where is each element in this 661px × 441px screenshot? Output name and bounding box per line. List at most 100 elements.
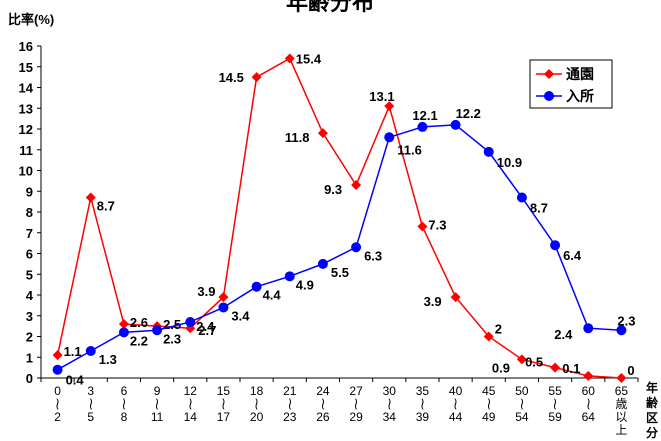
- x-tick-label-part: 以: [615, 410, 627, 424]
- data-point: [218, 302, 229, 313]
- x-tick-label-part: ⁓: [117, 398, 131, 410]
- data-point: [251, 72, 262, 83]
- x-tick-label: 45⁓49: [482, 384, 496, 424]
- x-tick-label: 35⁓39: [415, 384, 429, 424]
- data-point: [52, 364, 63, 375]
- y-tick-label: 0: [26, 371, 33, 386]
- data-point: [251, 281, 262, 292]
- data-label: 5.5: [331, 265, 349, 280]
- x-tick-label-part: ⁓: [51, 398, 65, 410]
- series-group: 1.18.72.6 2.5 2.43.914.515.411.89.313.17.3…: [52, 51, 635, 388]
- data-label: 0: [627, 363, 634, 378]
- data-label: 6.4: [563, 248, 582, 263]
- data-label: 8.7: [97, 198, 115, 213]
- x-tick-label-part: ⁓: [183, 398, 197, 410]
- legend-box: [529, 59, 613, 109]
- data-label: 8.7: [530, 200, 548, 215]
- data-point: [351, 180, 362, 191]
- data-point: [616, 373, 627, 383]
- data-point: [218, 292, 229, 303]
- y-tick-label: 13: [19, 101, 33, 116]
- data-point: [384, 132, 395, 143]
- data-point: [185, 316, 196, 327]
- data-point: [384, 101, 395, 112]
- data-label: 4.9: [296, 277, 314, 292]
- x-tick-label-part: ⁓: [84, 398, 98, 410]
- y-tick-label: 10: [19, 164, 33, 179]
- x-tick-label-part: 45: [482, 384, 496, 398]
- x-tick-label-part: 34: [383, 410, 397, 424]
- x-tick-label: 21⁓23: [283, 384, 297, 424]
- x-tick-label-part: ⁓: [382, 398, 396, 410]
- data-label: 2.3: [617, 313, 635, 328]
- data-point: [417, 221, 428, 232]
- x-tick-label-part: 29: [349, 410, 363, 424]
- data-label: 13.1: [369, 89, 394, 104]
- y-tick-label: 2: [26, 330, 33, 345]
- x-tick-label: 30⁓34: [382, 384, 396, 424]
- x-tick-label-part: ⁓: [216, 398, 230, 410]
- data-point: [152, 325, 163, 336]
- x-tick-label-part: 64: [582, 410, 596, 424]
- data-point: [417, 121, 428, 132]
- data-label: 2.4: [196, 319, 215, 334]
- data-point: [450, 119, 461, 130]
- data-label: 0.4: [66, 373, 85, 388]
- legend-item: 入所: [536, 88, 594, 104]
- data-point: [516, 192, 527, 203]
- x-tick-label: 40⁓44: [449, 384, 463, 424]
- legend-item: 通園: [536, 66, 594, 82]
- x-tick-label-part: 49: [482, 410, 496, 424]
- data-label: 2.7: [198, 323, 216, 338]
- x-tick-label-part: 54: [515, 410, 529, 424]
- x-axis-label-char: 年: [646, 380, 658, 395]
- x-tick-label: 0⁓2: [51, 384, 65, 424]
- data-label: 11.6: [397, 142, 422, 157]
- y-tick-label: 8: [26, 205, 33, 220]
- axes: 0123456789101112131415160⁓23⁓56⁓89⁓1112⁓…: [19, 39, 639, 437]
- x-tick-label: 15⁓17: [216, 384, 230, 424]
- data-point: [516, 354, 527, 365]
- data-point: [118, 327, 129, 338]
- data-point: [85, 346, 96, 357]
- data-point: [550, 240, 561, 251]
- x-tick-label-part: 44: [449, 410, 463, 424]
- x-tick-label-part: 6: [121, 384, 128, 398]
- data-point: [583, 370, 594, 381]
- x-tick-label-part: 65: [615, 384, 629, 398]
- y-tick-label: 1: [26, 350, 33, 365]
- x-tick-label: 55⁓59: [548, 384, 562, 424]
- y-tick-label: 4: [26, 288, 34, 303]
- x-tick-label-part: 27: [349, 384, 363, 398]
- y-tick-label: 6: [26, 247, 33, 262]
- x-tick-label-part: 60: [582, 384, 596, 398]
- x-tick-label-part: 9: [154, 384, 161, 398]
- data-label: 15.4: [296, 51, 322, 66]
- data-point: [483, 331, 494, 342]
- data-label: 9.3: [324, 182, 342, 197]
- y-tick-label: 15: [19, 60, 33, 75]
- x-tick-label-part: ⁓: [316, 398, 330, 410]
- y-tick-label: 16: [19, 39, 33, 54]
- data-label: 2.3: [163, 331, 181, 346]
- data-label: 1.3: [99, 352, 117, 367]
- x-tick-label: 27⁓29: [349, 384, 363, 424]
- x-tick-label-part: 0: [54, 384, 61, 398]
- y-tick-label: 12: [19, 122, 33, 137]
- data-point: [118, 319, 129, 330]
- data-point: [317, 128, 328, 139]
- data-point: [550, 362, 561, 373]
- data-label: 3.4: [231, 308, 250, 323]
- data-label: 12.2: [456, 106, 481, 121]
- x-axis-label-char: 区: [646, 411, 658, 425]
- y-tick-label: 9: [26, 184, 33, 199]
- x-tick-label-part: 39: [416, 410, 430, 424]
- data-label: 3.9: [424, 294, 442, 309]
- y-tick-label: 11: [19, 143, 33, 158]
- x-tick-label: 18⁓20: [250, 384, 264, 424]
- x-tick-label-part: ⁓: [581, 398, 595, 410]
- x-tick-label-part: ⁓: [250, 398, 264, 410]
- x-tick-label-part: 55: [548, 384, 562, 398]
